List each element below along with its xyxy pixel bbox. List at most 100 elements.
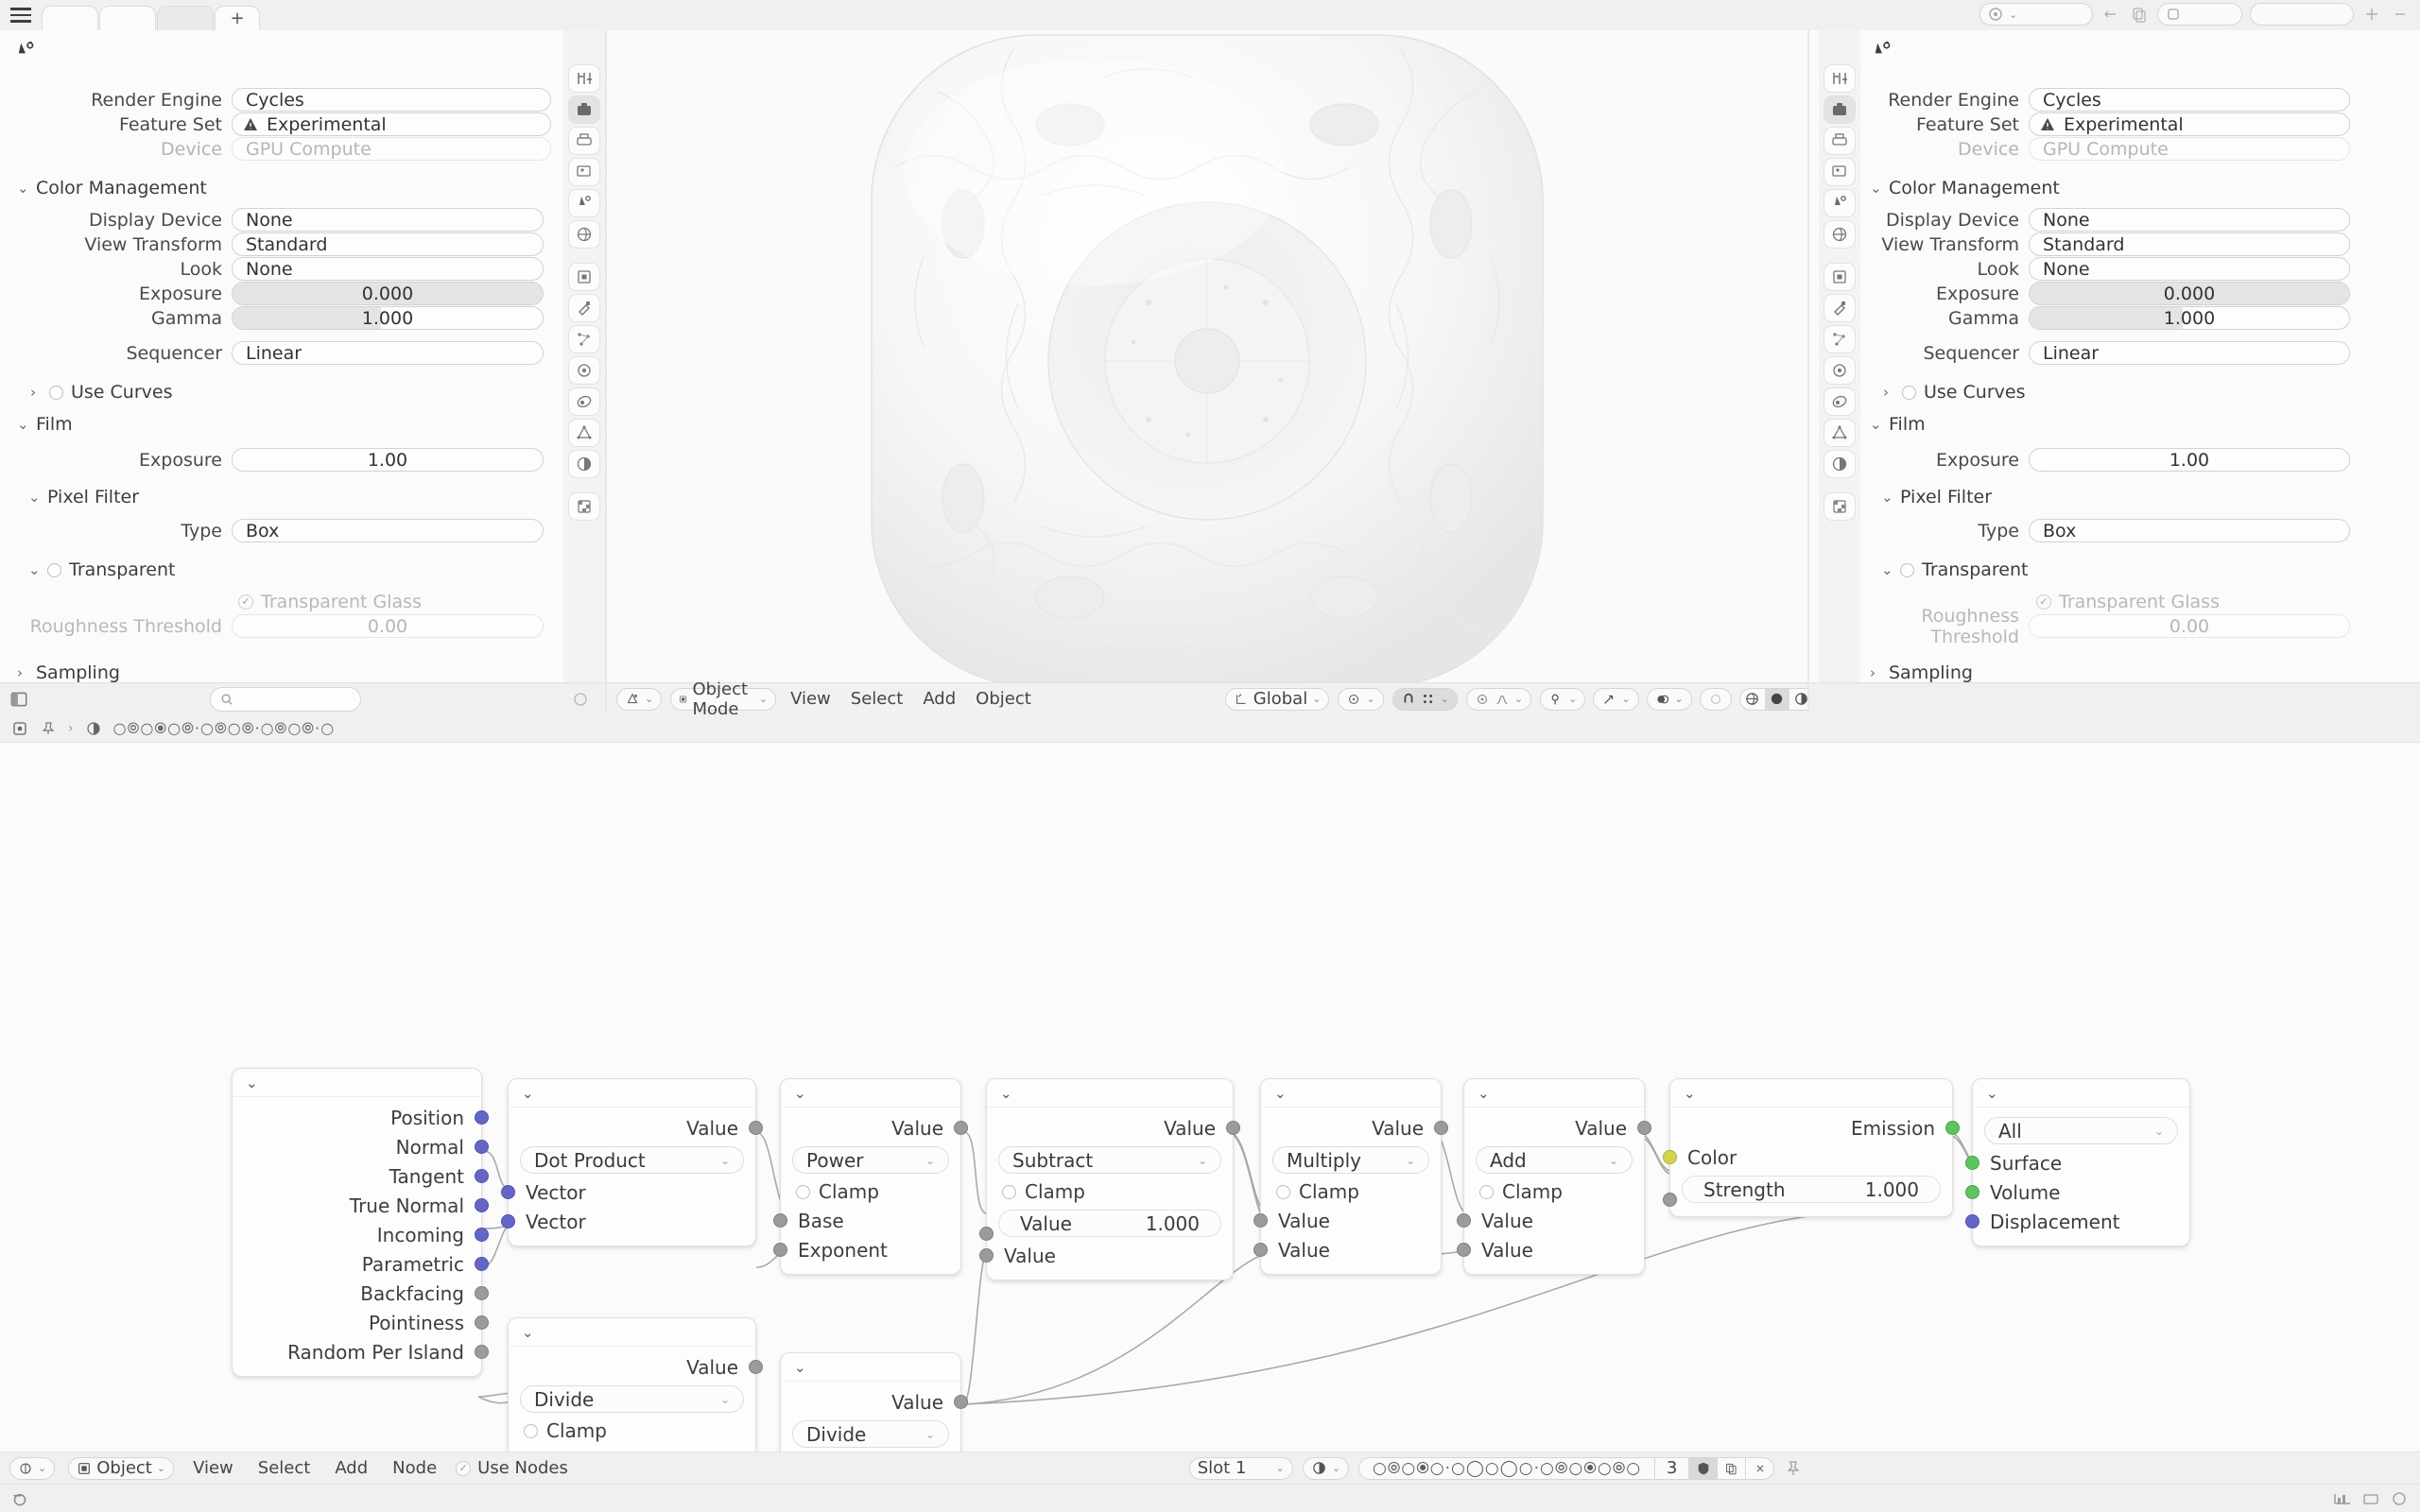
properties-tab-render-r[interactable] (1824, 95, 1856, 124)
node-menu-select[interactable]: Select (257, 1458, 311, 1478)
exposure-cm-slider[interactable]: 0.000 (232, 282, 544, 305)
socket-dot-value[interactable] (1663, 1193, 1677, 1207)
gizmo-selector[interactable]: ⌄ (1593, 687, 1639, 711)
transform-orientation-selector[interactable]: Global ⌄ (1224, 687, 1330, 711)
properties-tab-world[interactable] (568, 220, 600, 249)
properties-tab-constraints[interactable] (568, 387, 600, 416)
properties-tab-physics[interactable] (568, 356, 600, 385)
socket-dot-value[interactable] (749, 1121, 763, 1135)
fake-user-button[interactable] (1688, 1457, 1718, 1479)
sequencer-dropdown-r[interactable]: Linear (2029, 341, 2350, 365)
socket-dot-value[interactable] (1457, 1213, 1471, 1228)
math-operation-dropdown[interactable]: Power ⌄ (792, 1146, 949, 1174)
node-header[interactable]: ⌄ (509, 1318, 755, 1347)
proportional-edit-toggle[interactable]: ⌄ (1465, 687, 1532, 711)
socket-dot-vector[interactable] (475, 1257, 489, 1271)
properties-tab-output[interactable] (568, 127, 600, 155)
properties-tab-scene[interactable] (568, 189, 600, 217)
section-pixel-filter[interactable]: ⌄ Pixel Filter (0, 485, 563, 509)
socket-backfacing[interactable]: Backfacing (233, 1279, 489, 1308)
feature-set-dropdown-r[interactable]: Experimental (2029, 112, 2350, 136)
socket-dot-vector[interactable] (501, 1185, 515, 1199)
editor-type-icon[interactable] (8, 689, 30, 710)
socket-value-out[interactable]: Value (1261, 1113, 1448, 1143)
socket-dot-value[interactable] (1434, 1121, 1448, 1135)
new-material-button[interactable] (1717, 1457, 1745, 1479)
node-header[interactable]: ⌄ (987, 1079, 1233, 1108)
node-header[interactable]: ⌄ (1261, 1079, 1441, 1108)
view-layer-selector[interactable] (2157, 3, 2242, 26)
socket-incoming[interactable]: Incoming (233, 1220, 489, 1249)
socket-dot-value[interactable] (1457, 1243, 1471, 1257)
node-math-divide-a[interactable]: ⌄ Value Divide⌄ Clamp Value Value 19.480 (508, 1317, 763, 1452)
socket-value-out[interactable]: Value (987, 1113, 1240, 1143)
socket-value-out[interactable]: Value (1464, 1113, 1651, 1143)
editor-type-selector[interactable]: ⌄ (616, 687, 663, 711)
use-curves-checkbox[interactable] (49, 385, 63, 400)
material-name-field[interactable]: ○⦾○⦿○·○◯○◯○·○⦾○⦿○⦾○ (1372, 1458, 1642, 1478)
viewport-menu-object[interactable]: Object (976, 689, 1031, 709)
math-operation-dropdown[interactable]: Multiply ⌄ (1272, 1146, 1429, 1174)
chevron-down-icon[interactable]: ⌄ (794, 1084, 806, 1102)
clamp-checkbox[interactable] (1002, 1184, 1016, 1199)
socket-value-out[interactable]: Value (781, 1113, 968, 1143)
clamp-checkbox[interactable] (1276, 1184, 1290, 1199)
socket-dot-value[interactable] (1226, 1121, 1240, 1135)
node-math-divide-b[interactable]: ⌄ Value Divide⌄ Clamp 168.000 256.000 (780, 1352, 968, 1452)
viewport-3d[interactable]: ⌄ Object Mode ⌄ View Select Add Object G… (607, 30, 1807, 714)
socket-color[interactable]: Color (1663, 1143, 1952, 1172)
unlink-material-button[interactable] (1745, 1457, 1773, 1479)
section-color-management-r[interactable]: ⌄ Color Management (1860, 176, 2420, 200)
material-browse-button[interactable]: ⌄ (1302, 1456, 1349, 1480)
properties-tab-data-r[interactable] (1824, 419, 1856, 447)
pin-icon[interactable] (40, 720, 57, 737)
pixel-filter-type-dropdown-r[interactable]: Box (2029, 519, 2350, 542)
socket-dot-value[interactable] (979, 1248, 994, 1263)
node-math-subtract[interactable]: ⌄ Value Subtract ⌄ Clamp Value 1.000 Valu… (979, 1078, 1240, 1280)
node-emission[interactable]: ⌄ Emission Color Strength 1.000 (1663, 1078, 1960, 1217)
socket-value-out[interactable]: Value (509, 1352, 763, 1382)
socket-pointiness[interactable]: Pointiness (233, 1308, 489, 1337)
copy-icon[interactable] (2129, 4, 2150, 25)
node-geometry[interactable]: ⌄ Position Normal Tangent True Normal In… (232, 1068, 489, 1377)
clamp-checkbox[interactable] (1479, 1184, 1494, 1199)
use-nodes-toggle[interactable]: ✓ Use Nodes (456, 1458, 568, 1478)
view-transform-dropdown-r[interactable]: Standard (2029, 232, 2350, 256)
shading-material-preview[interactable] (1789, 689, 1807, 710)
node-header[interactable]: ⌄ (1973, 1079, 2189, 1108)
socket-value-in-1[interactable]: Value (1457, 1206, 1644, 1235)
socket-dot-vector[interactable] (475, 1110, 489, 1125)
section-film[interactable]: ⌄ Film (0, 412, 563, 437)
socket-position[interactable]: Position (233, 1103, 489, 1132)
properties-tab-render[interactable] (568, 95, 600, 124)
socket-dot-vector[interactable] (475, 1140, 489, 1154)
socket-value-in-2[interactable]: Value (1457, 1235, 1644, 1264)
socket-dot-vector[interactable] (475, 1198, 489, 1212)
chevron-down-icon[interactable]: ⌄ (246, 1074, 258, 1091)
gamma-slider[interactable]: 1.000 (232, 306, 544, 330)
socket-parametric[interactable]: Parametric (233, 1249, 489, 1279)
socket-dot-value[interactable] (1637, 1121, 1651, 1135)
socket-tangent[interactable]: Tangent (233, 1161, 489, 1191)
properties-tab-material[interactable] (568, 450, 600, 478)
properties-tab-physics-r[interactable] (1824, 356, 1856, 385)
shader-type-selector[interactable]: Object ⌄ (68, 1456, 175, 1480)
socket-dot-value[interactable] (979, 1227, 994, 1241)
look-dropdown-r[interactable]: None (2029, 257, 2350, 281)
workspace-tab-2[interactable] (99, 6, 156, 30)
math-operation-dropdown[interactable]: Divide ⌄ (792, 1420, 949, 1448)
properties-tab-texture-r[interactable] (1824, 492, 1856, 521)
view-transform-dropdown[interactable]: Standard (232, 232, 544, 256)
shading-mode-group[interactable]: ⌄ (1738, 687, 1807, 711)
properties-tab-view-layer[interactable] (568, 158, 600, 186)
node-canvas[interactable]: ⌄ Position Normal Tangent True Normal In… (0, 743, 2420, 1452)
chevron-down-icon[interactable]: ⌄ (1274, 1084, 1287, 1102)
shader-editor-icon[interactable] (11, 720, 28, 737)
socket-dot-value[interactable] (1253, 1213, 1268, 1228)
socket-value-out[interactable]: Value (509, 1113, 763, 1143)
viewlayer-name-field[interactable] (2250, 3, 2354, 26)
properties-tab-texture[interactable] (568, 492, 600, 521)
node-header[interactable]: ⌄ (1670, 1079, 1952, 1108)
properties-tab-constraints-r[interactable] (1824, 387, 1856, 416)
section-transparent-r[interactable]: ⌄ Transparent (1860, 558, 2420, 582)
